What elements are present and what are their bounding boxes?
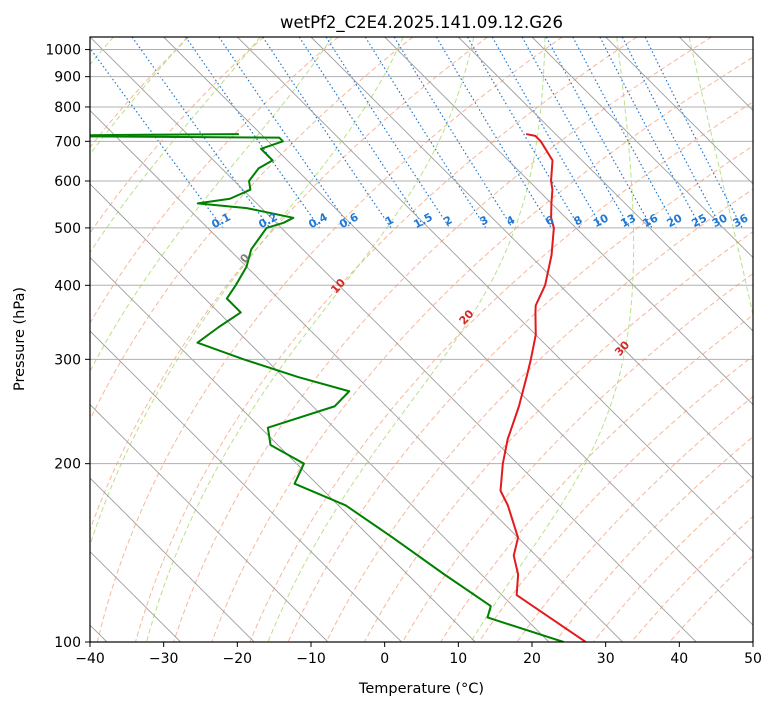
y-tick-label: 100 [54, 635, 81, 651]
moist-adiabat-line [90, 37, 333, 373]
isotherm-line [310, 37, 753, 479]
mixing-ratio-line [545, 37, 653, 229]
isotherm-line [605, 37, 753, 185]
isotherm-line [90, 477, 255, 642]
mixing-ratio-line [298, 37, 426, 229]
dry-adiabat-line [516, 395, 753, 642]
isotherm-line [384, 37, 753, 406]
isotherm-line [237, 37, 753, 553]
x-tick-label: −40 [75, 651, 105, 667]
mixing-ratio-line [644, 37, 743, 229]
x-tick-label: 50 [744, 651, 762, 667]
mixing-ratio-line [393, 37, 513, 229]
x-tick-label: 20 [523, 651, 541, 667]
mixing-ratio-line [325, 37, 451, 229]
dry-adiabat-line [173, 37, 712, 642]
axes: −40 −30 −20 −10 0 10 20 30 40 50 100 200 300 400 500 60… [45, 43, 762, 667]
y-tick-label: 300 [54, 352, 81, 368]
x-tick-label: 40 [670, 651, 688, 667]
mixing-ratio-line [185, 37, 321, 229]
dry-adiabat-line [134, 37, 638, 642]
isotherm-line [90, 183, 550, 642]
y-tick-label: 900 [54, 70, 81, 86]
x-tick-label: −10 [296, 651, 326, 667]
moist-adiabat-line [145, 37, 475, 642]
mixing-ratio-line [572, 37, 677, 229]
dry-adiabat-line [96, 37, 563, 642]
isotherm-line [90, 109, 623, 642]
x-tick-label: 30 [597, 651, 615, 667]
dry-adiabat-line [325, 188, 753, 642]
y-tick-label: 700 [54, 134, 81, 150]
mixing-ratio-line [218, 37, 351, 229]
y-tick-label: 800 [54, 100, 81, 116]
dewpoint-profile-line [90, 133, 564, 642]
mixing-ratio-line [131, 37, 271, 229]
x-axis-label: Temperature (°C) [358, 681, 484, 697]
isotherm-line [90, 256, 476, 642]
y-tick-label: 200 [54, 457, 81, 473]
mixing-ratio-label: 36 [731, 211, 751, 230]
y-tick-label: 400 [54, 278, 81, 294]
chart-title: wetPf2_C2E4.2025.141.09.12.G26 [280, 13, 563, 33]
y-tick-label: 500 [54, 221, 81, 237]
mixing-ratio-line [364, 37, 487, 229]
mixing-ratio-line [90, 47, 224, 229]
x-tick-label: −20 [223, 651, 253, 667]
dry-adiabat-line [440, 314, 753, 642]
x-tick-label: 10 [449, 651, 467, 667]
plot-area [90, 37, 753, 642]
mixing-ratio-label: 30 [710, 211, 730, 230]
dry-adiabat-line [90, 37, 190, 149]
x-tick-label: 0 [380, 651, 389, 667]
moist-adiabat-line [688, 37, 753, 318]
dry-adiabat-line [249, 101, 753, 642]
dry-adiabat-line [402, 272, 753, 642]
temperature-profile-line [499, 133, 587, 642]
dry-adiabat-line [90, 37, 264, 234]
mixing-ratio-label: 10 [591, 211, 611, 230]
isotherm-line [458, 37, 753, 332]
dry-adiabat-line [90, 37, 339, 324]
mixing-ratio-line [262, 37, 392, 229]
y-tick-label: 600 [54, 174, 81, 190]
isotherm-line [90, 403, 329, 642]
dry-adiabat-line [211, 56, 753, 642]
isotherm-line [90, 330, 402, 642]
y-tick-label: 1000 [45, 43, 81, 59]
mixing-ratio-label: 25 [689, 211, 709, 230]
moist-adiabat-line [267, 37, 546, 642]
isotherm-line [531, 37, 753, 259]
mixing-ratio-line [521, 37, 631, 229]
y-axis-label: Pressure (hPa) [12, 287, 28, 391]
mixing-ratio-label: 20 [665, 211, 685, 230]
moist-adiabat-line [90, 37, 404, 547]
moist-adiabat-line [90, 37, 261, 254]
dry-adiabat-line [90, 37, 488, 532]
x-tick-label: −30 [149, 651, 179, 667]
mixing-ratio-label: 13 [618, 211, 638, 230]
mixing-ratio-label: 16 [641, 211, 661, 230]
plot-frame [89, 36, 754, 643]
